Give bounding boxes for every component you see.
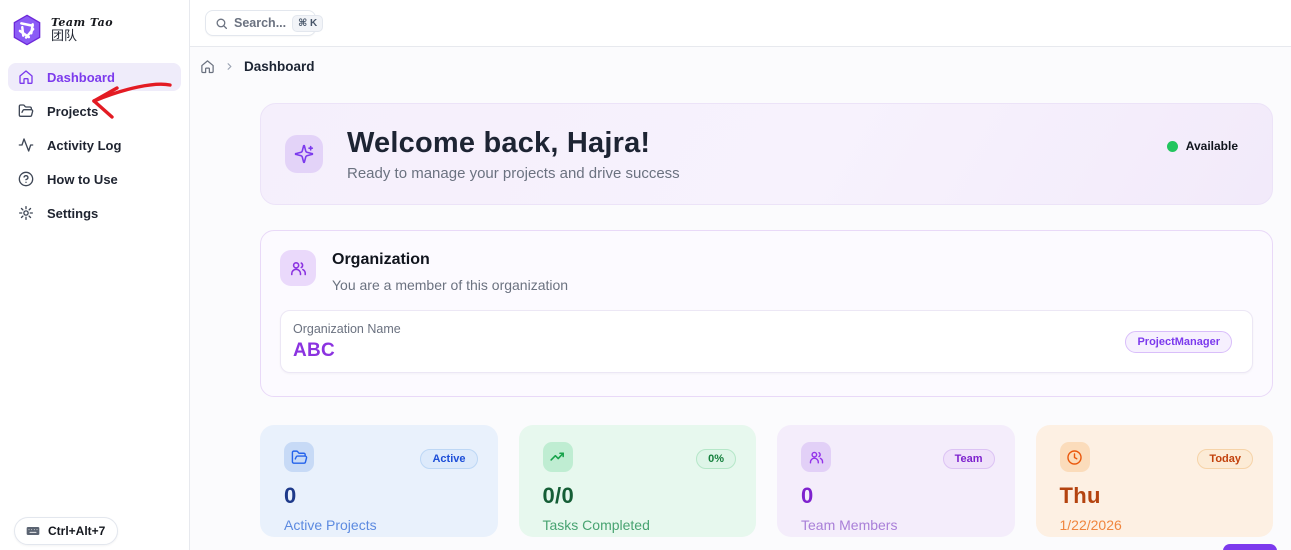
sparkles-icon [285, 135, 323, 173]
home-icon [18, 69, 34, 85]
stats-row: Active 0 Active Projects 0% 0/0 Tasks Co… [260, 425, 1273, 537]
sidebar: Team Tao 团队 Dashboard Projects [0, 0, 190, 550]
keyboard-shortcut-pill[interactable]: Ctrl+Alt+7 [14, 517, 119, 545]
search-field[interactable] [234, 16, 286, 30]
organization-header: Organization You are a member of this or… [280, 250, 1253, 293]
main-area: ⌘ K Dashboard Wel [190, 0, 1291, 550]
topbar: ⌘ K [190, 0, 1291, 47]
organization-subtitle: You are a member of this organization [332, 277, 569, 293]
welcome-card: Welcome back, Hajra! Ready to manage you… [260, 103, 1273, 205]
status-dot-icon [1166, 140, 1178, 152]
organization-name-label: Organization Name [293, 321, 401, 336]
stat-badge: 0% [696, 449, 736, 469]
sidebar-item-label: Settings [47, 205, 99, 221]
stat-value: 0/0 [542, 483, 574, 508]
sidebar-item-label: How to Use [47, 171, 118, 187]
welcome-subtitle: Ready to manage your projects and drive … [347, 164, 680, 182]
organization-name-value: ABC [293, 339, 336, 361]
welcome-text: Welcome back, Hajra! Ready to manage you… [347, 127, 680, 182]
activity-icon [18, 137, 34, 153]
stat-badge: Active [420, 449, 478, 469]
stat-value: 0 [801, 483, 814, 508]
search-shortcut-badge: ⌘ K [292, 14, 324, 32]
stat-card-tasks-completed[interactable]: 0% 0/0 Tasks Completed [518, 425, 756, 537]
stat-value: Thu [1059, 483, 1101, 508]
status-label: Available [1185, 139, 1238, 153]
stat-badge: Today [1197, 449, 1253, 469]
chevron-right-icon [224, 61, 235, 72]
logo: Team Tao 团队 [0, 0, 189, 55]
stat-badge: Team [942, 449, 995, 469]
stat-value: 0 [284, 483, 297, 508]
users-icon [801, 442, 831, 472]
logo-subtitle: 团队 [51, 28, 78, 44]
organization-card: Organization You are a member of this or… [260, 230, 1273, 397]
sidebar-nav: Dashboard Projects Activity Log How to U… [0, 55, 189, 235]
organization-name-block: Organization Name ABC [293, 322, 401, 362]
stat-card-today-date[interactable]: Today Thu 1/22/2026 [1035, 425, 1273, 537]
users-icon [280, 250, 316, 286]
sidebar-item-dashboard[interactable]: Dashboard [8, 63, 181, 91]
organization-detail-card: Organization Name ABC ProjectManager [280, 310, 1253, 373]
breadcrumb: Dashboard [190, 47, 1291, 74]
shortcut-label: Ctrl+Alt+7 [48, 524, 106, 538]
stat-label: Team Members [801, 517, 898, 533]
sidebar-item-activity-log[interactable]: Activity Log [8, 131, 181, 159]
trending-up-icon [542, 442, 573, 472]
floating-action-button-partial[interactable] [1223, 544, 1277, 550]
folder-open-icon [284, 442, 314, 472]
content: Dashboard Welcome back, Hajra! Ready to … [190, 47, 1291, 550]
logo-text: Team Tao 团队 [51, 17, 113, 43]
logo-title: Team Tao [51, 15, 114, 29]
stat-card-active-projects[interactable]: Active 0 Active Projects [260, 425, 498, 537]
cards-wrap: Welcome back, Hajra! Ready to manage you… [190, 74, 1291, 537]
keyboard-icon [25, 523, 41, 539]
search-icon [215, 17, 228, 30]
folder-icon [18, 103, 34, 119]
organization-title: Organization [332, 251, 430, 268]
sidebar-item-label: Dashboard [47, 69, 115, 85]
stat-card-team-members[interactable]: Team 0 Team Members [777, 425, 1015, 537]
gear-icon [18, 205, 34, 221]
home-breadcrumb-icon[interactable] [200, 59, 215, 74]
stat-label: Active Projects [284, 517, 377, 533]
role-badge: ProjectManager [1125, 330, 1232, 353]
stat-label: Tasks Completed [542, 517, 650, 533]
sidebar-item-label: Projects [47, 103, 99, 119]
logo-knot-icon [13, 14, 41, 46]
sidebar-item-projects[interactable]: Projects [8, 97, 181, 125]
help-circle-icon [18, 171, 34, 187]
sidebar-item-how-to-use[interactable]: How to Use [8, 165, 181, 193]
stat-label: 1/22/2026 [1059, 517, 1122, 533]
clock-icon [1059, 442, 1090, 472]
availability-badge: Available [1166, 139, 1238, 153]
sidebar-item-settings[interactable]: Settings [8, 199, 181, 227]
organization-header-text: Organization You are a member of this or… [332, 250, 568, 293]
search-input[interactable]: ⌘ K [205, 10, 324, 36]
sidebar-item-label: Activity Log [47, 137, 122, 153]
welcome-title: Welcome back, Hajra! [347, 126, 651, 159]
breadcrumb-current: Dashboard [244, 59, 315, 74]
